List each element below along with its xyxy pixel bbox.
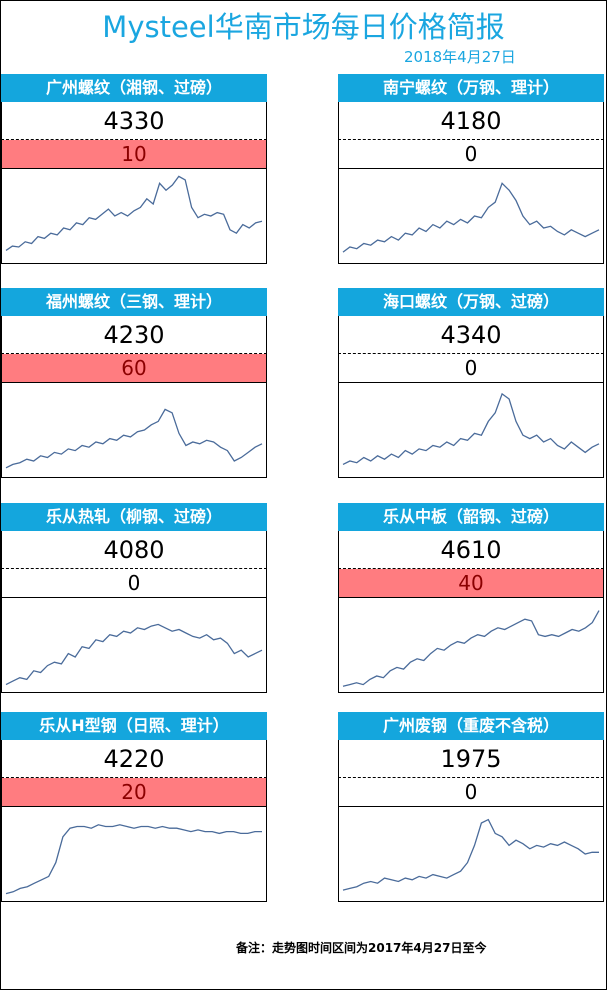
trend-chart [338,597,604,693]
card-change: 60 [1,354,267,382]
card-change: 20 [1,778,267,806]
card-title: 海口螺纹（万钢、过磅） [338,288,604,316]
footnote: 备注：走势图时间区间为2017年4月27日至今 [236,941,487,955]
trend-line [5,408,263,469]
card-price: 4180 [338,102,604,140]
trend-line-svg [5,175,263,251]
card-title: 乐从H型钢（日照、理计） [1,712,267,740]
page-title: Mysteel华南市场每日价格简报 [102,10,505,44]
card-price: 4220 [1,740,267,778]
trend-line [342,182,600,253]
card-price: 4330 [1,102,267,140]
card-lecong-plate: 乐从中板（韶钢、过磅） 4610 40 [338,503,604,693]
card-guangzhou-rebar: 广州螺纹（湘钢、过磅） 4330 10 [1,74,267,264]
card-fuzhou-rebar: 福州螺纹（三钢、理计） 4230 60 [1,288,267,478]
trend-line-svg [5,824,262,895]
trend-chart [338,806,604,902]
trend-line [5,175,263,251]
card-title: 乐从中板（韶钢、过磅） [338,503,604,531]
card-change: 10 [1,140,267,168]
card-price: 4230 [1,316,267,354]
trend-chart [338,382,604,478]
trend-line [5,824,262,895]
card-change: 0 [338,778,604,806]
card-guangzhou-scrap: 广州废钢（重废不含税） 1975 0 [338,712,604,902]
trend-chart [338,168,604,264]
card-lecong-hbeam: 乐从H型钢（日照、理计） 4220 20 [1,712,267,902]
trend-chart [1,806,267,902]
report-date: 2018年4月27日 [404,48,516,66]
card-haikou-rebar: 海口螺纹（万钢、过磅） 4340 0 [338,288,604,478]
trend-line [5,623,263,686]
trend-line-svg [5,623,263,686]
card-price: 4080 [1,531,267,569]
card-title: 福州螺纹（三钢、理计） [1,288,267,316]
card-price: 4340 [338,316,604,354]
trend-line-svg [342,182,600,253]
trend-line-svg [342,818,599,891]
trend-line-svg [342,610,600,687]
card-title: 广州废钢（重废不含税） [338,712,604,740]
trend-line [342,610,600,687]
card-change: 0 [338,140,604,168]
card-title: 广州螺纹（湘钢、过磅） [1,74,267,102]
trend-line-svg [5,408,263,469]
trend-line-svg [342,392,600,465]
trend-line [342,392,600,465]
card-price: 4610 [338,531,604,569]
card-lecong-hotroll: 乐从热轧（柳钢、过磅） 4080 0 [1,503,267,693]
trend-chart [1,168,267,264]
card-change: 0 [1,569,267,597]
card-title: 南宁螺纹（万钢、理计） [338,74,604,102]
card-change: 40 [338,569,604,597]
card-nanning-rebar: 南宁螺纹（万钢、理计） 4180 0 [338,74,604,264]
trend-chart [1,382,267,478]
card-price: 1975 [338,740,604,778]
trend-chart [1,597,267,693]
card-title: 乐从热轧（柳钢、过磅） [1,503,267,531]
card-change: 0 [338,354,604,382]
trend-line [342,818,599,891]
